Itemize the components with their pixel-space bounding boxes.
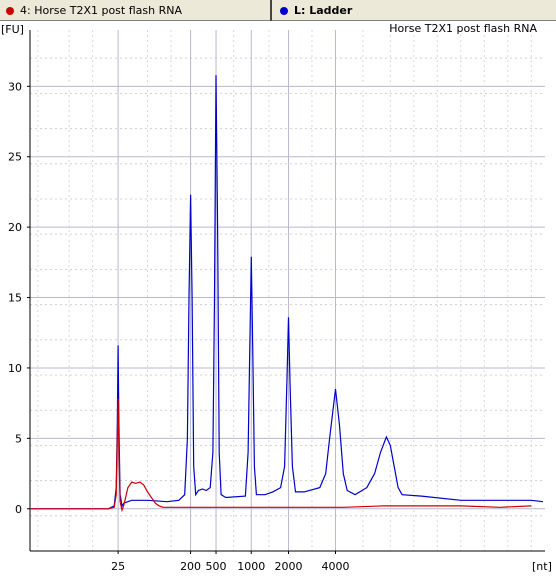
y-tick-label: 0 <box>15 503 22 516</box>
electropherogram-chart: 0 5 10 15 20 25 30 25 200 500 1000 2000 4000 Horse T… <box>1 22 552 573</box>
y-axis-label: [FU] <box>1 23 24 36</box>
x-tick-label: 200 <box>180 560 201 573</box>
chart-grid <box>30 30 545 552</box>
tab-ladder[interactable]: L: Ladder <box>274 0 556 21</box>
sample-dot-icon <box>6 6 14 15</box>
chart-labels: 0 5 10 15 20 25 30 25 200 500 1000 2000 4000 <box>8 80 349 573</box>
y-tick-label: 10 <box>8 362 22 375</box>
x-tick-label: 4000 <box>321 560 349 573</box>
series-line <box>30 75 544 510</box>
tab-sample-label: 4: Horse T2X1 post flash RNA <box>20 4 182 17</box>
tab-bar: 4: Horse T2X1 post flash RNA L: Ladder <box>0 0 556 21</box>
chart-axes <box>27 30 545 554</box>
y-tick-label: 5 <box>15 432 22 445</box>
y-tick-label: 30 <box>8 80 22 93</box>
x-axis-label: [nt] <box>532 560 552 573</box>
x-tick-label: 500 <box>206 560 227 573</box>
chart-lines <box>30 75 544 513</box>
x-tick-label: 2000 <box>274 560 302 573</box>
x-tick-label: 1000 <box>237 560 265 573</box>
y-tick-label: 15 <box>8 292 22 305</box>
tab-ladder-label: L: Ladder <box>294 4 353 17</box>
y-tick-label: 25 <box>8 151 22 164</box>
chart-title: Horse T2X1 post flash RNA <box>389 22 537 35</box>
ladder-dot-icon <box>280 6 288 15</box>
series-line <box>30 398 532 513</box>
x-tick-label: 25 <box>111 560 125 573</box>
y-tick-label: 20 <box>8 221 22 234</box>
tab-sample[interactable]: 4: Horse T2X1 post flash RNA <box>0 0 272 21</box>
